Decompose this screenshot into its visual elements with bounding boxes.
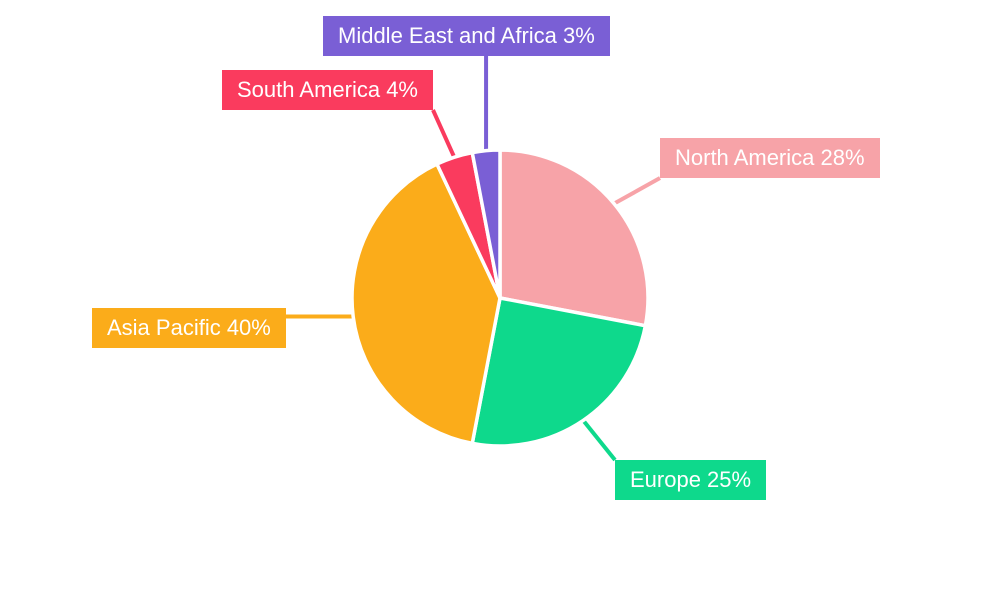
pie-slice-asia-pacific xyxy=(350,162,502,446)
label-south-america: South America 4% xyxy=(222,70,433,110)
label-middle-east-africa: Middle East and Africa 3% xyxy=(323,16,610,56)
leader-line-europe xyxy=(581,419,617,462)
label-north-america: North America 28% xyxy=(660,138,880,178)
pie-slice-north-america xyxy=(498,148,650,328)
pie-slice-europe xyxy=(470,296,648,448)
pie-slice-middle-east-and-africa xyxy=(470,148,502,300)
leader-line-south-america xyxy=(431,109,457,159)
label-europe: Europe 25% xyxy=(615,460,767,500)
label-asia-pacific: Asia Pacific 40% xyxy=(92,308,286,348)
leader-line-north-america xyxy=(613,176,661,206)
